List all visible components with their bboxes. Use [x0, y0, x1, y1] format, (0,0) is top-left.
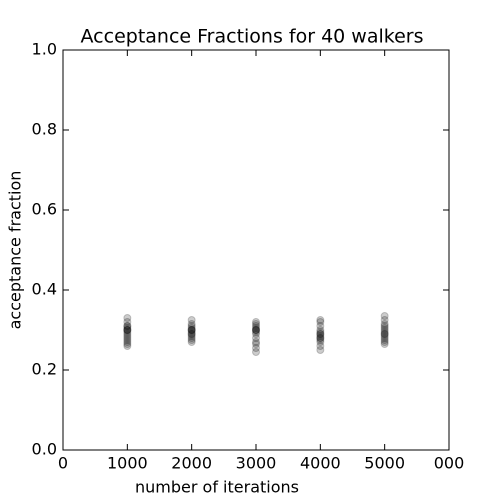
x-tick-label: 2000 — [171, 454, 212, 473]
point — [123, 314, 132, 322]
point — [252, 326, 260, 334]
point — [252, 338, 260, 346]
point — [316, 318, 325, 326]
x-tick-label: 3000 — [236, 454, 277, 473]
point — [187, 320, 196, 328]
y-axis-label: acceptance fraction — [6, 171, 25, 330]
point — [252, 320, 260, 328]
x-tick-label: 4000 — [300, 454, 341, 473]
point — [123, 324, 132, 332]
point — [187, 324, 196, 332]
point — [252, 348, 260, 356]
point — [316, 330, 325, 338]
point — [316, 342, 325, 350]
point — [252, 340, 260, 348]
y-tick-label: 0.2 — [32, 360, 57, 379]
point — [380, 330, 389, 338]
x-tick-label: 0 — [58, 454, 68, 473]
x-tick-label: 000 — [434, 454, 465, 473]
point — [123, 342, 132, 350]
point — [380, 334, 389, 342]
point — [252, 322, 260, 330]
point — [380, 340, 389, 348]
point — [123, 336, 132, 344]
point — [380, 322, 389, 330]
point — [380, 324, 389, 332]
point — [316, 316, 325, 324]
point — [123, 326, 132, 334]
point — [187, 328, 196, 336]
point — [187, 330, 196, 338]
point — [123, 322, 132, 330]
point — [252, 318, 260, 326]
point — [316, 332, 325, 340]
point — [380, 338, 389, 346]
point — [187, 326, 196, 334]
point — [187, 338, 196, 346]
point — [316, 338, 325, 346]
y-tick-label: 0.0 — [32, 440, 57, 459]
point — [316, 330, 325, 338]
point — [316, 328, 325, 336]
point — [123, 328, 132, 336]
point — [316, 326, 325, 334]
point — [380, 336, 389, 344]
point — [187, 332, 196, 340]
point — [187, 330, 196, 338]
point — [123, 326, 132, 334]
point — [187, 326, 196, 334]
point — [252, 330, 260, 338]
point — [123, 332, 132, 340]
point — [380, 320, 389, 328]
y-tick-label: 0.4 — [32, 280, 57, 299]
point — [380, 326, 389, 334]
y-tick-label: 1.0 — [32, 40, 57, 59]
point — [187, 336, 196, 344]
point — [187, 316, 196, 324]
point — [187, 334, 196, 342]
point — [252, 334, 260, 342]
point — [123, 338, 132, 346]
point — [123, 334, 132, 342]
point — [380, 328, 389, 336]
point — [252, 344, 260, 352]
point — [123, 330, 132, 338]
point — [380, 316, 389, 324]
point — [123, 318, 132, 326]
point — [316, 334, 325, 342]
y-tick-label: 0.8 — [32, 120, 57, 139]
point — [252, 328, 260, 336]
point — [187, 326, 196, 334]
point — [316, 322, 325, 330]
point — [252, 326, 260, 334]
point — [252, 324, 260, 332]
point — [123, 326, 132, 334]
chart-title: Acceptance Fractions for 40 walkers — [81, 26, 424, 48]
point — [380, 332, 389, 340]
point — [123, 340, 132, 348]
point — [316, 334, 325, 342]
point — [380, 312, 389, 320]
point — [187, 322, 196, 330]
point — [316, 336, 325, 344]
point — [380, 330, 389, 338]
x-axis-label: number of iterations — [135, 478, 299, 497]
point — [316, 346, 325, 354]
x-tick-label: 5000 — [364, 454, 405, 473]
y-tick-label: 0.6 — [32, 200, 57, 219]
point — [123, 322, 132, 330]
point — [252, 326, 260, 334]
x-tick-label: 1000 — [107, 454, 148, 473]
